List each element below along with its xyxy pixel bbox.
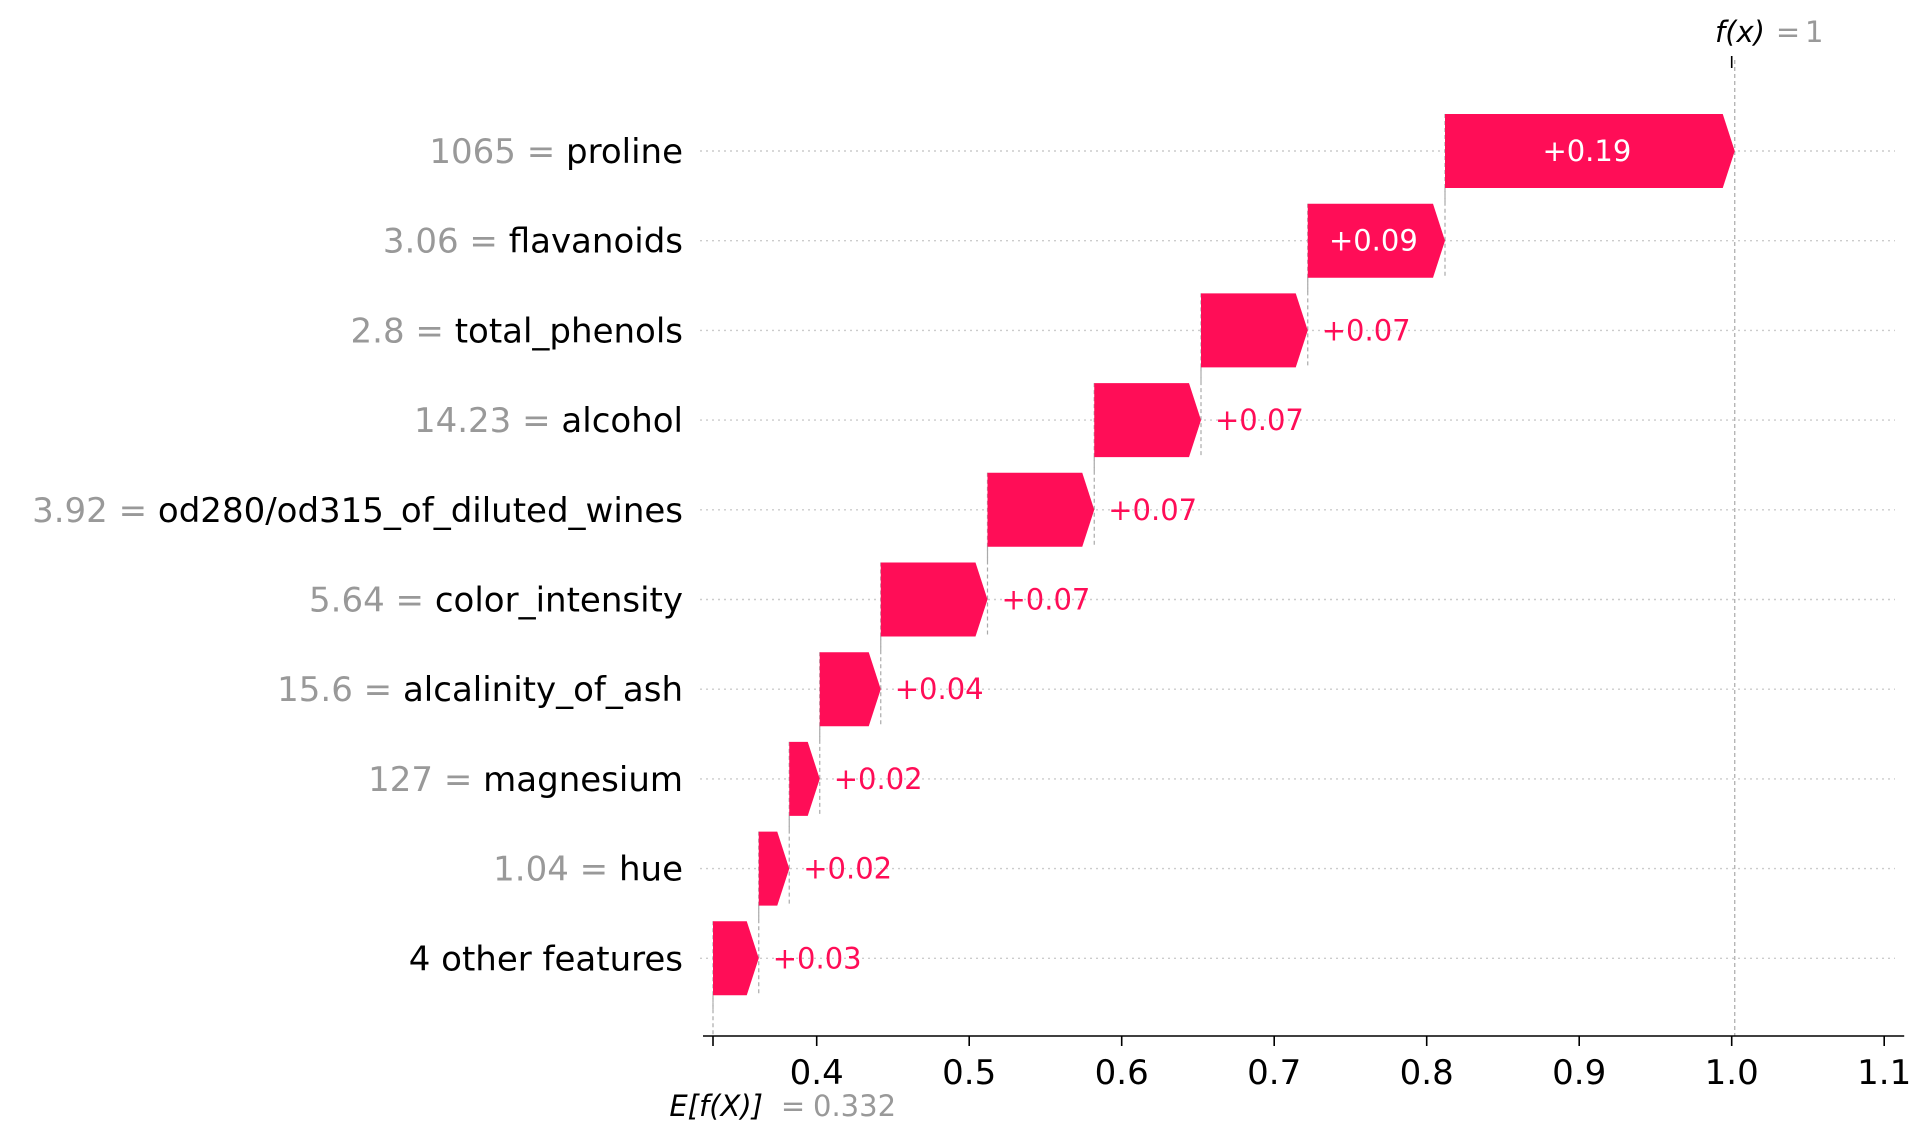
contribution-label: +0.07: [1322, 313, 1411, 347]
ex-label-name: E[f(X)]: [669, 1089, 763, 1123]
fx-label: f(x) = 1: [1715, 15, 1823, 49]
bar-hue: [758, 831, 790, 906]
feature-label: 1.04 = hue: [493, 850, 683, 890]
feature-label: 4 other features: [409, 939, 683, 979]
feature-label: 1065 = proline: [429, 132, 683, 172]
x-tick-label: 0.9: [1552, 1053, 1606, 1093]
contribution-label: +0.07: [1215, 403, 1304, 437]
bar-proline: [1445, 114, 1735, 188]
bar-flavanoids: [1307, 203, 1445, 278]
feature-name: 4 other features: [409, 939, 683, 979]
feature-label: 14.23 = alcohol: [414, 401, 683, 441]
feature-name: total_phenols: [455, 311, 683, 351]
row-gridlines: [700, 150, 1895, 959]
fx-label-name: f(x): [1715, 15, 1765, 49]
feature-label: 5.64 = color_intensity: [309, 581, 683, 621]
contribution-label: +0.07: [1108, 493, 1197, 527]
feature-name: color_intensity: [435, 581, 683, 621]
feature-value: 3.06 =: [383, 222, 509, 262]
feature-label: 3.06 = flavanoids: [383, 222, 683, 262]
bars: +0.19 +0.09 +0.07 +0.07 +0.07 +0.07 +0.04 +0.02…: [713, 114, 1735, 996]
contribution-label: +0.02: [834, 762, 923, 796]
fx-label-equals: =: [1776, 15, 1800, 49]
bar-alcalinity-of-ash: [819, 652, 881, 727]
feature-name: alcalinity_of_ash: [403, 670, 683, 710]
contribution-label: +0.19: [1542, 134, 1631, 168]
ex-label: E[f(X)] = 0.332: [669, 1089, 896, 1123]
feature-name: hue: [619, 850, 683, 890]
bar-connectors: [712, 60, 1736, 1036]
feature-value: 3.92 =: [32, 491, 158, 531]
x-axis: 0.4 0.5 0.6 0.7 0.8 0.9 1.0 1.1: [703, 56, 1911, 1093]
feature-labels: 1065 = proline 3.06 = flavanoids 2.8 = tot…: [32, 132, 683, 979]
x-tick-label: 1.1: [1857, 1053, 1911, 1093]
contribution-label: +0.03: [773, 941, 862, 975]
feature-name: alcohol: [561, 401, 683, 441]
x-tick-label: 0.5: [942, 1053, 996, 1093]
x-tick-label: 0.7: [1247, 1053, 1301, 1093]
feature-name: od280/od315_of_diluted_wines: [158, 491, 683, 531]
feature-value: 14.23 =: [414, 401, 561, 441]
feature-name: magnesium: [483, 760, 683, 800]
feature-name: proline: [566, 132, 683, 172]
x-tick-label: 0.8: [1400, 1053, 1454, 1093]
feature-value: 2.8 =: [351, 311, 455, 351]
feature-name: flavanoids: [509, 222, 683, 262]
contribution-label: +0.02: [803, 852, 892, 886]
bar-color-intensity: [880, 562, 988, 637]
feature-value: 5.64 =: [309, 581, 435, 621]
bar-4-other-features: [713, 921, 759, 996]
feature-label: 127 = magnesium: [368, 760, 683, 800]
contribution-label: +0.09: [1329, 224, 1418, 258]
x-tick-label: 0.6: [1095, 1053, 1149, 1093]
feature-label: 2.8 = total_phenols: [351, 311, 684, 351]
ex-label-value: 0.332: [813, 1089, 896, 1123]
contribution-label: +0.07: [1002, 583, 1091, 617]
feature-label: 3.92 = od280/od315_of_diluted_wines: [32, 491, 683, 531]
x-tick-label: 0.4: [790, 1053, 844, 1093]
feature-value: 127 =: [368, 760, 483, 800]
bar-od280-od315-of-diluted-wines: [987, 472, 1095, 547]
feature-value: 1.04 =: [493, 850, 619, 890]
feature-value: 1065 =: [429, 132, 566, 172]
contribution-label: +0.04: [895, 672, 984, 706]
feature-label: 15.6 = alcalinity_of_ash: [277, 670, 683, 710]
feature-value: 15.6 =: [277, 670, 403, 710]
bar-total-phenols: [1201, 293, 1308, 368]
bar-alcohol: [1094, 383, 1201, 458]
x-tick-label: 1.0: [1705, 1053, 1759, 1093]
bar-magnesium: [789, 741, 820, 816]
ex-label-equals: =: [781, 1089, 805, 1123]
fx-label-value: 1: [1805, 15, 1823, 49]
